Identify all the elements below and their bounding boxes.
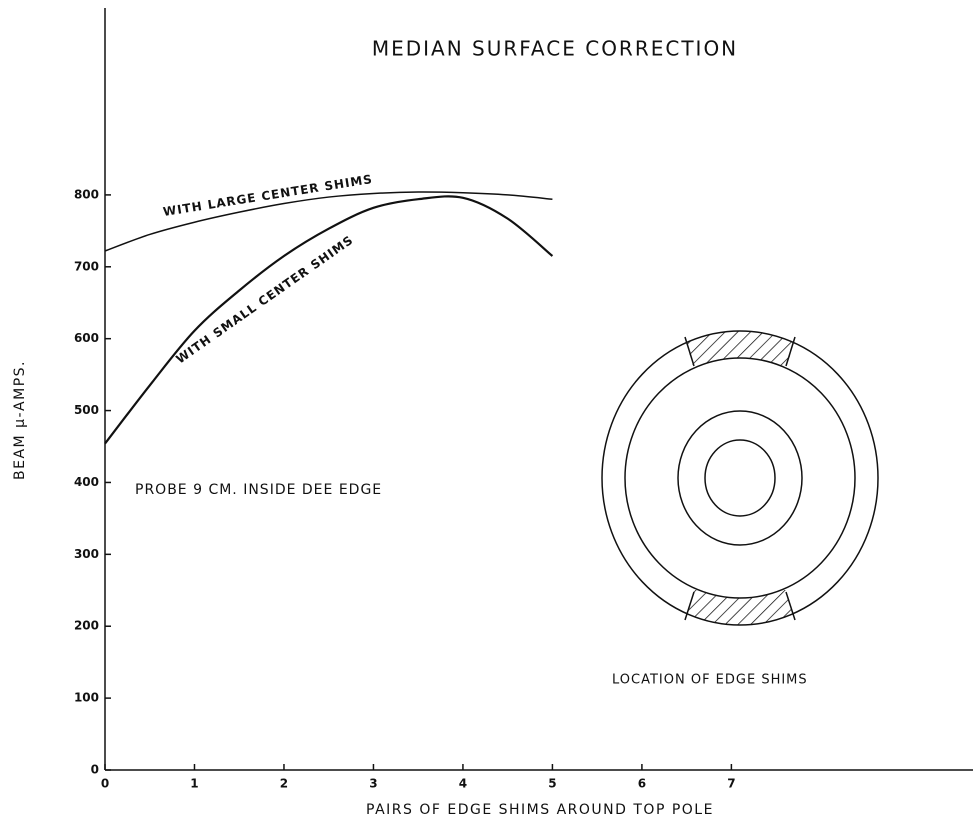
y-tick-label: 100	[74, 691, 99, 705]
annotation: PROBE 9 CM. INSIDE DEE EDGE	[135, 482, 382, 498]
x-tick-label: 6	[638, 777, 646, 791]
y-tick-label: 200	[74, 619, 99, 633]
y-tick-label: 300	[74, 547, 99, 561]
x-tick-label: 4	[459, 777, 467, 791]
y-tick-label: 700	[74, 259, 99, 273]
annotation: LOCATION OF EDGE SHIMS	[612, 673, 808, 688]
series-label: WITH SMALL CENTER SHIMS	[173, 233, 356, 367]
y-tick-label: 400	[74, 475, 99, 489]
x-tick-label: 7	[727, 777, 735, 791]
y-tick-label: 800	[74, 187, 99, 201]
line-series	[104, 191, 553, 252]
x-tick-label: 3	[369, 777, 377, 791]
chart-title: MEDIAN SURFACE CORRECTION	[372, 37, 738, 61]
line-series	[104, 195, 554, 445]
y-tick-label: 500	[74, 403, 99, 417]
y-tick-label: 0	[91, 763, 99, 777]
y-axis-label: BEAM μ-AMPS.	[12, 360, 28, 480]
y-tick-label: 600	[74, 331, 99, 345]
x-tick-label: 1	[190, 777, 198, 791]
x-axis-label: PAIRS OF EDGE SHIMS AROUND TOP POLE	[366, 802, 714, 818]
shim-diagram	[601, 330, 879, 626]
x-tick-label: 5	[548, 777, 556, 791]
x-tick-label: 0	[101, 777, 109, 791]
x-tick-label: 2	[280, 777, 288, 791]
